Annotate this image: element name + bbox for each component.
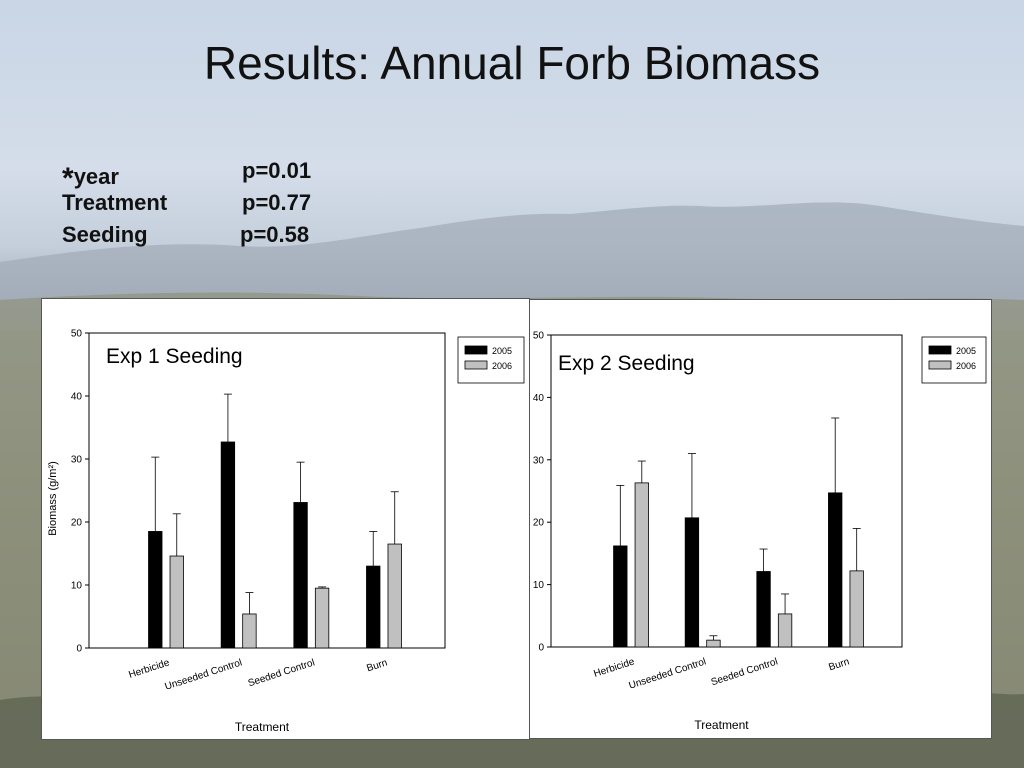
- x-tick-label: Unseeded Control: [164, 657, 244, 692]
- legend-box: [921, 336, 987, 384]
- stat-value-seeding: p=0.58: [240, 222, 310, 247]
- legend-label-2006: 2006: [956, 361, 976, 371]
- chart-panel-exp1: 0 10 20 30 40 50 Herbicide Unseeded Control Seed…: [41, 298, 530, 740]
- y-tick-label: 40: [533, 393, 545, 404]
- chart-title: Exp 1 Seeding: [106, 345, 243, 368]
- y-tick-label: 30: [533, 455, 545, 466]
- y-tick-label: 20: [71, 518, 83, 529]
- x-tick-label: Burn: [827, 656, 850, 673]
- stat-label-treatment: Treatment: [62, 190, 168, 215]
- legend-label-2006: 2006: [492, 361, 512, 371]
- plot-frame: [550, 334, 903, 648]
- bar-2005-seeded-control: [293, 502, 308, 649]
- bar-2006-herbicide: [169, 555, 184, 649]
- stat-value-year: p=0.01: [242, 158, 312, 183]
- legend-swatch-2005: [464, 345, 488, 355]
- slide-title: Results: Annual Forb Biomass: [203, 37, 821, 89]
- x-tick-label: Herbicide: [592, 656, 636, 680]
- legend-swatch-2006: [928, 360, 952, 370]
- plot-frame: [88, 332, 446, 649]
- y-axis-label: Biomass (g/m²): [47, 461, 59, 536]
- x-tick-label: Unseeded Control: [628, 656, 708, 691]
- y-tick-label: 40: [71, 392, 83, 403]
- bar-2005-seeded-control: [756, 571, 771, 648]
- legend-box: [457, 336, 525, 384]
- x-axis-label: Treatment: [235, 720, 290, 734]
- bar-2006-seeded-control: [777, 613, 793, 648]
- bar-2005-unseeded-control: [220, 441, 236, 649]
- x-tick-label: Burn: [365, 657, 388, 674]
- bar-2005-unseeded-control: [684, 517, 700, 648]
- y-tick-label: 20: [533, 518, 545, 529]
- bar-2005-herbicide: [148, 531, 163, 649]
- y-tick-label: 10: [71, 581, 83, 592]
- bar-2006-unseeded-control: [242, 613, 257, 649]
- legend-swatch-2005: [928, 345, 952, 355]
- x-axis-label: Treatment: [694, 718, 749, 732]
- stat-value-treatment: p=0.77: [242, 190, 312, 215]
- chart-title: Exp 2 Seeding: [558, 352, 695, 375]
- y-tick-label: 0: [538, 643, 544, 654]
- chart-panel-exp2: 0 10 20 30 40 50 Herbicide Unseeded Control Seed…: [527, 299, 992, 739]
- bar-2005-burn: [828, 492, 843, 648]
- x-tick-label: Seeded Control: [710, 656, 779, 688]
- y-tick-label: 0: [76, 644, 82, 655]
- bar-2006-seeded-control: [314, 587, 330, 649]
- bar-2006-burn: [849, 570, 864, 648]
- legend-swatch-2006: [464, 360, 488, 370]
- bar-2006-unseeded-control: [706, 639, 721, 648]
- bar-2005-herbicide: [613, 545, 628, 648]
- y-tick-label: 50: [71, 329, 83, 340]
- significance-star: *: [62, 162, 74, 195]
- stat-label-seeding: Seeding: [62, 222, 148, 247]
- legend-label-2005: 2005: [956, 346, 976, 356]
- legend-label-2005: 2005: [492, 346, 512, 356]
- bar-2006-burn: [387, 543, 402, 649]
- y-tick-label: 10: [533, 580, 545, 591]
- stat-label-year: year: [73, 164, 119, 189]
- x-tick-label: Seeded Control: [247, 657, 316, 689]
- bar-2006-herbicide: [634, 482, 649, 648]
- y-tick-label: 50: [533, 331, 545, 342]
- bar-2005-burn: [366, 565, 381, 649]
- x-tick-label: Herbicide: [127, 657, 171, 681]
- y-tick-label: 30: [71, 455, 83, 466]
